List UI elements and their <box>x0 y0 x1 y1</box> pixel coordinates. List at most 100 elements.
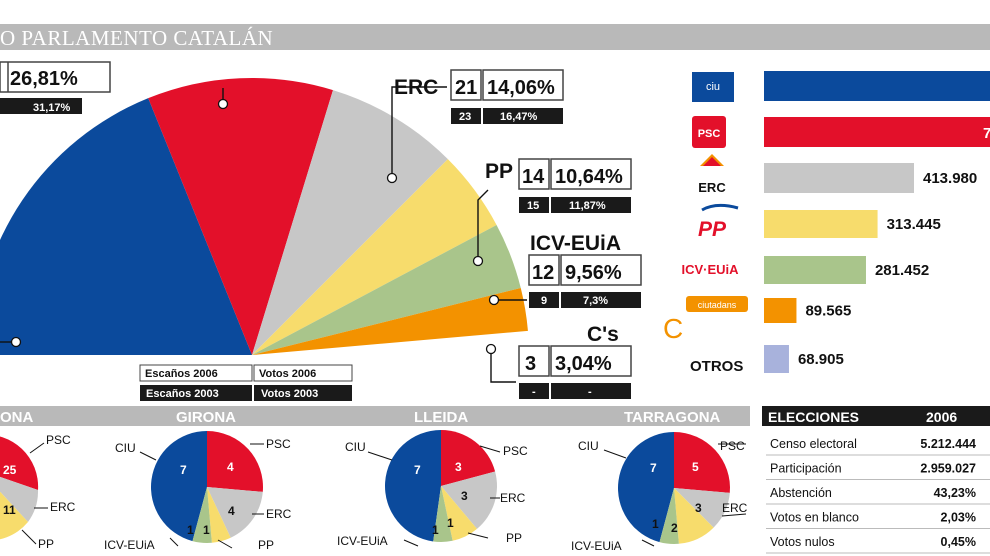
dot-icv <box>488 294 500 306</box>
tarragona-icv-seats: 1 <box>652 517 659 531</box>
legend-votes-2006: Votos 2006 <box>259 368 316 380</box>
bar-icv <box>764 256 866 284</box>
svg-text:PSC: PSC <box>46 433 71 447</box>
slice-psc <box>148 78 333 356</box>
svg-text:ICV·EUiA: ICV·EUiA <box>681 262 739 277</box>
leader-pp <box>477 189 489 261</box>
slice-tarragona-psc <box>674 432 730 493</box>
lleida-psc-seats: 3 <box>455 460 462 474</box>
cs-seats-2006: 3 <box>525 353 536 375</box>
psc-votes-2006: 26,81% <box>10 68 78 90</box>
svg-text:ERC: ERC <box>50 500 76 514</box>
table-row-label: Votos en blanco <box>770 511 859 525</box>
tarragona-erc-seats: 3 <box>695 501 702 515</box>
erc-seats-2003: 23 <box>459 111 471 123</box>
pp-votes-2006: 10,64% <box>555 166 623 188</box>
cs-logo: ciutadans C <box>663 296 748 344</box>
legend-seats-2006: Escaños 2006 <box>145 368 218 380</box>
psc-logo <box>692 116 726 148</box>
cs-votes-2006: 3,04% <box>555 353 612 375</box>
slice-girona-ciu <box>150 431 207 542</box>
svg-text:ciutadans: ciutadans <box>698 300 737 310</box>
slice-barcelona-erc <box>0 476 39 522</box>
bar-erc-label: 413.980 <box>923 170 977 187</box>
slice-lleida-pp <box>441 486 477 541</box>
ciu-votes-2003: 31,17% <box>33 102 71 114</box>
girona-ciu-seats: 7 <box>180 463 187 477</box>
elections-table: ELECCIONES 2006 Censo electoral 5.212.444… <box>762 406 990 554</box>
slice-girona-pp <box>207 487 231 543</box>
legend-seats-2003: Escaños 2003 <box>146 388 219 400</box>
svg-text:C: C <box>663 313 683 344</box>
section-banner: O PARLAMENTO CATALÁN <box>0 24 990 50</box>
icv-votes-2006: 9,56% <box>565 262 622 284</box>
erc-votes-2003: 16,47% <box>500 111 538 123</box>
cs-seats-2003: - <box>532 386 536 398</box>
dot-ciu <box>10 336 22 348</box>
pp-seats-2003: 15 <box>527 200 539 212</box>
svg-text:PSC: PSC <box>503 444 528 458</box>
svg-text:ICV-EUiA: ICV-EUiA <box>104 538 155 552</box>
province-strip <box>0 406 750 426</box>
slice-cs <box>252 287 528 355</box>
otros-label: OTROS <box>690 358 743 375</box>
slice-lleida-icv <box>433 486 453 543</box>
girona-pp-seats: 1 <box>203 523 210 537</box>
table-row-value: 0,45% <box>941 535 976 549</box>
slice-girona-icv <box>192 487 212 544</box>
slice-tarragona-erc <box>674 488 730 528</box>
cs-label: C's <box>587 323 619 346</box>
svg-text:ICV-EUiA: ICV-EUiA <box>571 539 622 553</box>
pie-lleida: 7 3 3 1 1 CIU PSC ERC PP ICV-EUiA <box>337 430 528 548</box>
svg-text:PP: PP <box>258 538 274 552</box>
leader-cs <box>490 349 516 383</box>
icv-seats-2003: 9 <box>541 295 547 307</box>
slice-girona-psc <box>207 431 263 492</box>
lleida-pp-seats: 1 <box>447 516 454 530</box>
pp-label: PP <box>485 160 513 183</box>
table-header-year: 2006 <box>926 409 957 425</box>
votes-bar-chart: ciu PSC ERC PP ICV·EUiA ciutadans C OTRO… <box>663 71 990 375</box>
icv-label: ICV-EUiA <box>530 232 621 255</box>
cs-votes-2003: - <box>588 386 592 398</box>
lleida-icv-seats: 1 <box>432 523 439 537</box>
slice-tarragona-ciu <box>618 432 674 543</box>
table-row-value: 2.959.027 <box>920 462 976 476</box>
bar-cs-label: 89.565 <box>805 303 851 320</box>
svg-text:ciu: ciu <box>706 81 720 93</box>
erc-label: ERC <box>394 76 438 99</box>
ciu-2003-box <box>0 98 82 114</box>
slice-barcelona-psc <box>0 436 39 490</box>
semicircle-legend: Escaños 2006 Votos 2006 Escaños 2003 Vot… <box>139 364 353 401</box>
pie-girona: 7 4 4 1 1 CIU PSC ERC PP ICV-EUiA <box>104 431 292 552</box>
svg-text:PSC: PSC <box>698 128 721 140</box>
pp-logo: PP <box>698 203 739 241</box>
svg-text:ICV-EUiA: ICV-EUiA <box>337 534 388 548</box>
lleida-ciu-seats: 7 <box>414 463 421 477</box>
dot-pp <box>472 255 484 267</box>
province-title-lleida: LLEIDA <box>414 409 468 426</box>
bar-otros-label: 68.905 <box>798 351 844 368</box>
svg-text:CIU: CIU <box>115 441 136 455</box>
table-row-label: Participación <box>770 462 842 476</box>
bar-icv-label: 281.452 <box>875 262 929 279</box>
svg-text:ERC: ERC <box>266 507 292 521</box>
bar-ciu <box>764 71 990 101</box>
pie-tarragona: 7 5 3 2 1 CIU PSC ERC ICV-EUiA <box>571 432 748 553</box>
bar-cs <box>764 298 797 323</box>
table-row-label: Censo electoral <box>770 437 857 451</box>
bar-otros <box>764 345 789 373</box>
icv-logo: ICV·EUiA <box>673 260 747 278</box>
girona-icv-seats: 1 <box>187 523 194 537</box>
ciu-logo <box>692 72 734 102</box>
barcelona-psc-seats: 25 <box>3 463 17 477</box>
leader-dots <box>10 98 500 355</box>
svg-text:PP: PP <box>698 218 727 241</box>
erc-votes-2006: 14,06% <box>487 77 555 99</box>
dot-erc <box>386 172 398 184</box>
slice-erc <box>252 90 448 356</box>
slice-barcelona-pp <box>0 491 28 540</box>
svg-text:CIU: CIU <box>578 439 599 453</box>
banner-title: O PARLAMENTO CATALÁN <box>0 26 274 50</box>
